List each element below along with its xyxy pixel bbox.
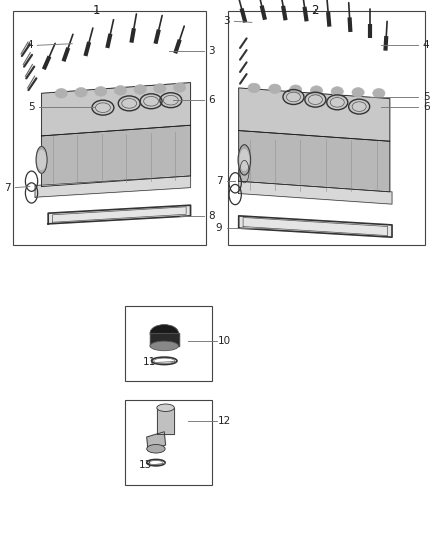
Text: 5: 5	[423, 92, 430, 102]
Ellipse shape	[310, 86, 322, 95]
Ellipse shape	[331, 87, 343, 96]
Ellipse shape	[134, 85, 146, 94]
Text: 4: 4	[423, 41, 430, 50]
Ellipse shape	[144, 96, 159, 106]
Ellipse shape	[308, 95, 322, 104]
Text: 5: 5	[28, 102, 35, 111]
Ellipse shape	[122, 99, 137, 108]
Ellipse shape	[238, 145, 251, 175]
Text: 6: 6	[423, 102, 430, 111]
Ellipse shape	[95, 103, 110, 112]
Polygon shape	[239, 88, 390, 141]
Text: 7: 7	[4, 183, 11, 192]
Ellipse shape	[150, 325, 179, 342]
Ellipse shape	[248, 83, 260, 93]
Ellipse shape	[352, 87, 364, 97]
Ellipse shape	[240, 150, 249, 171]
Polygon shape	[239, 131, 390, 192]
Ellipse shape	[286, 92, 300, 102]
Ellipse shape	[352, 102, 366, 111]
Ellipse shape	[154, 84, 166, 93]
Ellipse shape	[150, 341, 179, 351]
Text: 11: 11	[143, 358, 156, 367]
Ellipse shape	[373, 88, 385, 98]
Bar	[125, 400, 212, 485]
Polygon shape	[239, 181, 392, 204]
Ellipse shape	[95, 86, 107, 96]
Ellipse shape	[75, 87, 87, 97]
Ellipse shape	[173, 83, 186, 92]
Ellipse shape	[163, 95, 178, 105]
Bar	[228, 11, 425, 245]
Text: 2: 2	[311, 4, 319, 17]
Text: 1: 1	[92, 4, 100, 17]
Polygon shape	[150, 333, 179, 346]
Text: 12: 12	[218, 416, 231, 426]
Polygon shape	[147, 432, 166, 450]
Text: 3: 3	[208, 46, 215, 55]
Text: 8: 8	[208, 211, 215, 221]
Text: 3: 3	[223, 17, 230, 26]
Ellipse shape	[36, 147, 47, 173]
Polygon shape	[42, 83, 191, 136]
Text: 13: 13	[139, 460, 152, 470]
Ellipse shape	[147, 445, 165, 453]
Polygon shape	[35, 176, 191, 197]
Text: 6: 6	[208, 95, 215, 105]
Text: 10: 10	[218, 336, 231, 346]
Bar	[13, 11, 206, 245]
Text: 9: 9	[215, 223, 223, 233]
Text: 4: 4	[26, 41, 33, 50]
Ellipse shape	[330, 98, 344, 107]
Ellipse shape	[114, 86, 127, 95]
Ellipse shape	[55, 88, 67, 98]
Text: 7: 7	[215, 176, 223, 186]
Polygon shape	[239, 216, 392, 237]
Ellipse shape	[157, 404, 174, 411]
Polygon shape	[157, 408, 174, 434]
Ellipse shape	[290, 85, 302, 94]
Ellipse shape	[268, 84, 281, 94]
Ellipse shape	[38, 150, 46, 169]
Bar	[125, 306, 212, 381]
Polygon shape	[42, 125, 191, 187]
Polygon shape	[48, 205, 191, 224]
